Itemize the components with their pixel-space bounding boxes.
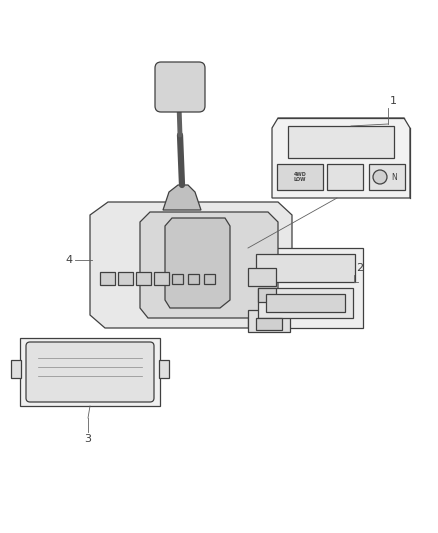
Bar — [11, 360, 21, 378]
FancyBboxPatch shape — [26, 342, 154, 402]
Bar — [256, 318, 282, 330]
Polygon shape — [163, 185, 201, 210]
Bar — [136, 272, 151, 285]
Text: 3: 3 — [85, 434, 92, 444]
Bar — [154, 272, 169, 285]
Text: 2: 2 — [356, 263, 363, 273]
Bar — [327, 164, 363, 190]
FancyBboxPatch shape — [155, 62, 205, 112]
Bar — [100, 272, 115, 285]
Text: 4: 4 — [66, 255, 73, 265]
Bar — [248, 268, 276, 286]
Bar — [172, 274, 183, 284]
Polygon shape — [272, 118, 410, 198]
Bar — [188, 274, 199, 284]
Bar — [256, 254, 355, 282]
Polygon shape — [90, 202, 292, 328]
Circle shape — [373, 170, 387, 184]
Polygon shape — [140, 212, 278, 318]
Bar — [204, 274, 215, 284]
Bar — [369, 164, 405, 190]
Bar — [248, 310, 290, 332]
Bar — [277, 164, 323, 190]
Bar — [118, 272, 133, 285]
Bar — [266, 294, 345, 312]
Polygon shape — [165, 218, 230, 308]
Bar — [248, 248, 363, 328]
Text: N: N — [391, 173, 397, 182]
Bar — [258, 288, 276, 302]
Bar — [20, 338, 160, 406]
Bar — [258, 288, 353, 318]
Bar — [159, 360, 169, 378]
Text: 1: 1 — [390, 96, 397, 106]
Text: 4WD
LOW: 4WD LOW — [293, 172, 306, 182]
Bar — [288, 126, 394, 158]
